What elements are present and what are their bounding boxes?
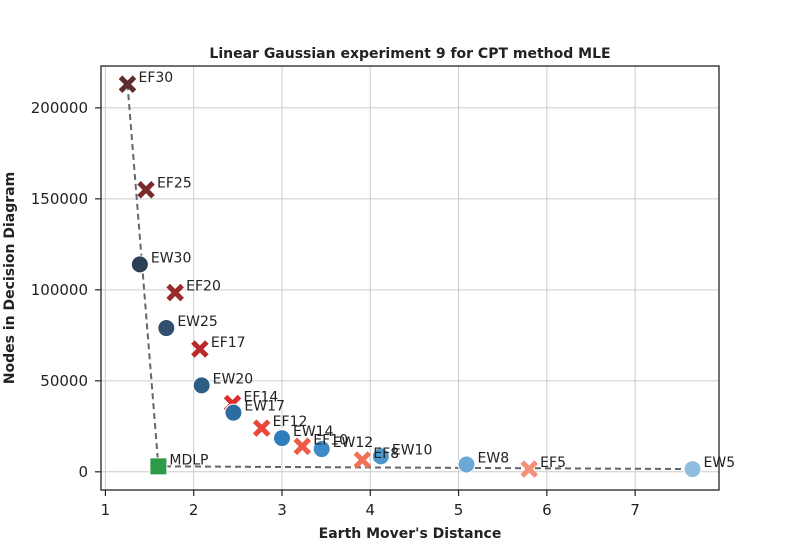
y-tick-label: 200000 xyxy=(31,99,88,117)
point-ef12-marker xyxy=(252,419,271,437)
point-ew25-label: EW25 xyxy=(177,314,218,330)
x-tick-label: 7 xyxy=(630,501,640,519)
point-ef20-marker xyxy=(166,283,184,302)
plot-frame xyxy=(100,65,720,491)
point-ew17-label: EW17 xyxy=(244,399,285,415)
x-axis-label: Earth Mover's Distance xyxy=(319,526,502,542)
point-ef25-label: EF25 xyxy=(157,176,192,192)
pareto-front-line xyxy=(126,84,693,471)
point-ew8-marker xyxy=(457,455,476,474)
y-axis-label: Nodes in Decision Diagram xyxy=(2,172,18,384)
point-ef30-marker xyxy=(118,75,137,93)
y-tick-label: 50000 xyxy=(40,372,88,390)
point-mdlp-label: MDLP xyxy=(169,452,208,468)
point-ew14-label: EW14 xyxy=(293,424,334,440)
point-ew20-marker xyxy=(192,376,211,395)
point-ew5-marker xyxy=(683,460,702,479)
point-ef10-label: EF10 xyxy=(313,432,348,448)
point-mdlp-marker xyxy=(149,457,168,476)
point-ew8-label: EW8 xyxy=(478,451,510,467)
y-tick-label: 100000 xyxy=(31,281,88,299)
x-tick-label: 5 xyxy=(454,501,464,519)
point-ef10-marker xyxy=(293,437,312,456)
y-tick-label: 150000 xyxy=(31,190,88,208)
x-tick-label: 2 xyxy=(189,501,199,519)
point-ew25-marker xyxy=(157,319,176,338)
point-ef17-label: EF17 xyxy=(211,335,246,351)
grid-lines xyxy=(101,66,719,490)
point-ef5-label: EF5 xyxy=(540,455,566,471)
point-ew14-marker xyxy=(272,429,291,448)
point-ef20-label: EF20 xyxy=(186,279,221,295)
point-ew30-marker xyxy=(130,255,149,274)
point-ef8-label: EF8 xyxy=(373,446,399,462)
point-ew20-label: EW20 xyxy=(213,371,254,387)
point-ef5-marker xyxy=(520,460,538,478)
x-tick-label: 6 xyxy=(542,501,552,519)
point-ew10-label: EW10 xyxy=(392,442,433,458)
chart-title: Linear Gaussian experiment 9 for CPT met… xyxy=(209,46,610,62)
x-tick-label: 3 xyxy=(277,501,287,519)
point-ef17-marker xyxy=(191,340,209,358)
point-ew30-label: EW30 xyxy=(151,250,192,266)
point-ew10-marker xyxy=(371,447,390,466)
x-tick-label: 1 xyxy=(101,501,111,519)
point-ef25-marker xyxy=(137,180,155,199)
point-ef30-label: EF30 xyxy=(138,70,173,86)
data-points xyxy=(118,75,702,479)
point-ef14-label: EF14 xyxy=(244,390,279,406)
point-ew12-label: EW12 xyxy=(333,435,374,451)
x-tick-label: 4 xyxy=(365,501,375,519)
point-ew17-marker xyxy=(224,403,243,422)
y-tick-label: 0 xyxy=(78,463,88,481)
point-ef12-label: EF12 xyxy=(273,414,308,430)
pareto-front xyxy=(126,84,693,471)
point-ef8-marker xyxy=(353,451,372,469)
point-ew12-marker xyxy=(312,440,331,459)
axis-ticks: 1 2 3 4 5 6 7 0 50000 100000 150000 200000 xyxy=(31,99,640,519)
